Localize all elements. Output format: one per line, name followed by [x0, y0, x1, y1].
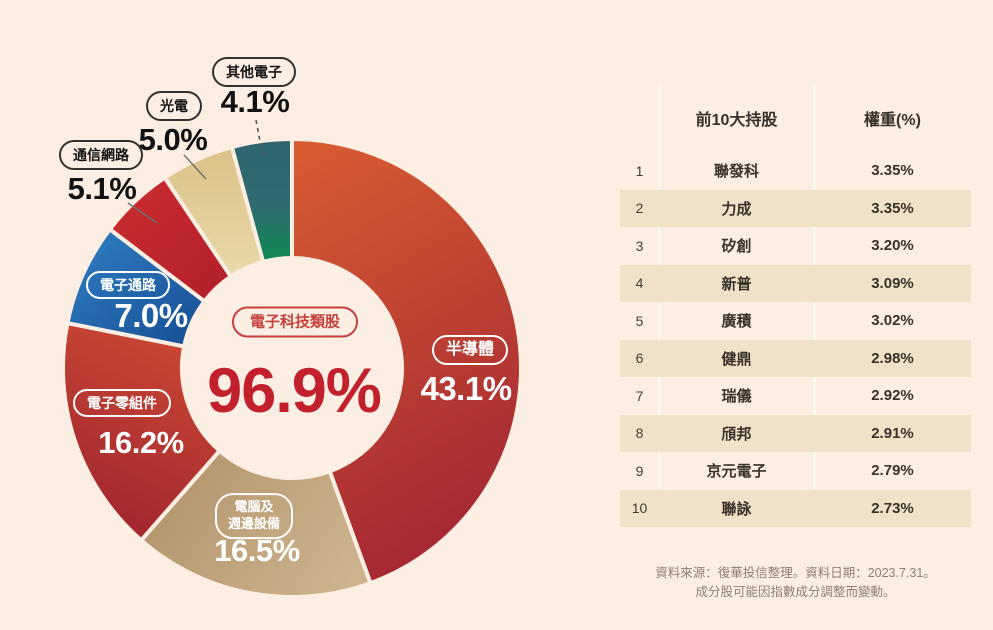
table-divider: [812, 84, 816, 527]
cell-rank: 7: [635, 387, 644, 404]
cell-rank: 4: [635, 275, 644, 292]
leader-line-optoelectronics: [183, 154, 207, 180]
table-row: 6 健鼎 2.98%: [620, 339, 971, 377]
cell-rank: 5: [635, 312, 644, 329]
source-note-line2: 成分股可能因指數成分調整而變動。: [695, 585, 896, 599]
leader-line-communication-network: [127, 202, 158, 224]
label-text: 電子零組件: [73, 389, 171, 417]
source-note: 資料來源：復華投信整理。資料日期：2023.7.31。 成分股可能因指數成分調整…: [620, 564, 971, 602]
header-weight: 權重(%): [864, 112, 921, 129]
table-row: 2 力成 3.35%: [620, 189, 971, 227]
cell-rank: 10: [631, 500, 648, 517]
label-text: 通信網路: [59, 140, 143, 170]
center-total-pct: 96.9%: [207, 356, 382, 426]
label-pill-electronic-components: 電子零組件: [73, 389, 171, 417]
table-row: 9 京元電子 2.79%: [620, 452, 971, 490]
cell-weight: 2.92%: [871, 387, 914, 405]
cell-weight: 3.09%: [871, 274, 914, 292]
cell-weight: 2.98%: [871, 349, 914, 367]
table-row: 5 廣積 3.02%: [620, 302, 971, 340]
cell-name: 瑞儀: [721, 388, 752, 406]
slice-computer-peripherals: [139, 448, 373, 599]
cell-name: 聯詠: [721, 500, 752, 518]
center-category-pill: 電子科技類股: [231, 306, 359, 338]
table-row: 10 聯詠 2.73%: [620, 489, 971, 527]
pct-semiconductor: 43.1%: [420, 370, 512, 407]
cell-rank: 2: [635, 200, 644, 217]
label-pill-other-electronics: 其他電子: [212, 57, 296, 87]
header-holdings: 前10大持股: [695, 112, 778, 129]
donut-svg: [61, 119, 523, 599]
table-row: 7 瑞儀 2.92%: [620, 377, 971, 415]
label-pill-semiconductor: 半導體: [431, 335, 509, 365]
cell-name: 廣積: [721, 313, 752, 331]
label-pill-electronic-distribution: 電子通路: [86, 271, 170, 299]
cell-weight: 3.35%: [871, 162, 914, 180]
source-note-line1: 資料來源：復華投信整理。資料日期：2023.7.31。: [655, 566, 936, 580]
label-text: 電子通路: [86, 271, 170, 299]
cell-name: 聯發科: [713, 163, 759, 181]
cell-name: 京元電子: [706, 463, 767, 481]
label-text: 其他電子: [212, 57, 296, 87]
cell-rank: 3: [635, 237, 644, 254]
label-pill-optoelectronics: 光電: [146, 91, 202, 121]
cell-name: 頎邦: [721, 425, 752, 443]
table-row: 3 矽創 3.20%: [620, 227, 971, 265]
table-row: 1 聯發科 3.35%: [620, 152, 971, 190]
table-row: 8 頎邦 2.91%: [620, 414, 971, 452]
top-holdings-table: 前10大持股 權重(%) 1 聯發科 3.35% 2 力成 3.35% 3 矽創 3.20% 4 新…: [620, 84, 971, 527]
cell-weight: 2.73%: [871, 499, 914, 517]
sector-donut-chart: 其他電子 4.1% 光電 5.0% 通信網路 5.1% 半導體 43.1% 電子…: [59, 57, 523, 599]
cell-name: 新普: [721, 275, 752, 293]
cell-rank: 8: [635, 425, 644, 442]
cell-rank: 9: [635, 462, 644, 479]
leader-line-other-electronics: [255, 119, 264, 158]
center-category-label: 電子科技類股: [231, 306, 359, 338]
slice-other-electronics: [229, 137, 294, 264]
slice-electronic-components: [61, 321, 222, 543]
cell-weight: 2.91%: [871, 424, 914, 442]
pct-electronic-distribution: 7.0%: [114, 297, 188, 334]
label-text: 半導體: [431, 335, 509, 365]
table-body: 1 聯發科 3.35% 2 力成 3.35% 3 矽創 3.20% 4 新普 3.09% 5 廣積 3.02…: [620, 152, 971, 527]
table-divider: [657, 84, 661, 527]
label-pill-computer-peripherals: 電腦及 週邊設備: [214, 493, 294, 539]
label-text: 光電: [146, 91, 202, 121]
cell-name: 力成: [721, 200, 752, 218]
cell-weight: 2.79%: [871, 462, 914, 480]
table-row: 4 新普 3.09%: [620, 264, 971, 302]
label-pill-communication-network: 通信網路: [59, 140, 143, 170]
slice-semiconductor: [290, 137, 523, 586]
cell-weight: 3.20%: [871, 237, 914, 255]
pct-computer-peripherals: 16.5%: [214, 533, 300, 568]
cell-rank: 1: [635, 162, 644, 179]
pct-optoelectronics: 5.0%: [138, 122, 208, 157]
label-text: 電腦及 週邊設備: [214, 493, 294, 539]
cell-rank: 6: [635, 350, 644, 367]
table-header-row: 前10大持股 權重(%): [620, 84, 971, 152]
cell-name: 矽創: [721, 238, 752, 256]
pct-communication-network: 5.1%: [67, 171, 137, 206]
cell-weight: 3.35%: [871, 199, 914, 217]
cell-name: 健鼎: [721, 350, 752, 368]
pct-electronic-components: 16.2%: [98, 425, 184, 460]
cell-weight: 3.02%: [871, 312, 914, 330]
pct-other-electronics: 4.1%: [220, 84, 290, 119]
